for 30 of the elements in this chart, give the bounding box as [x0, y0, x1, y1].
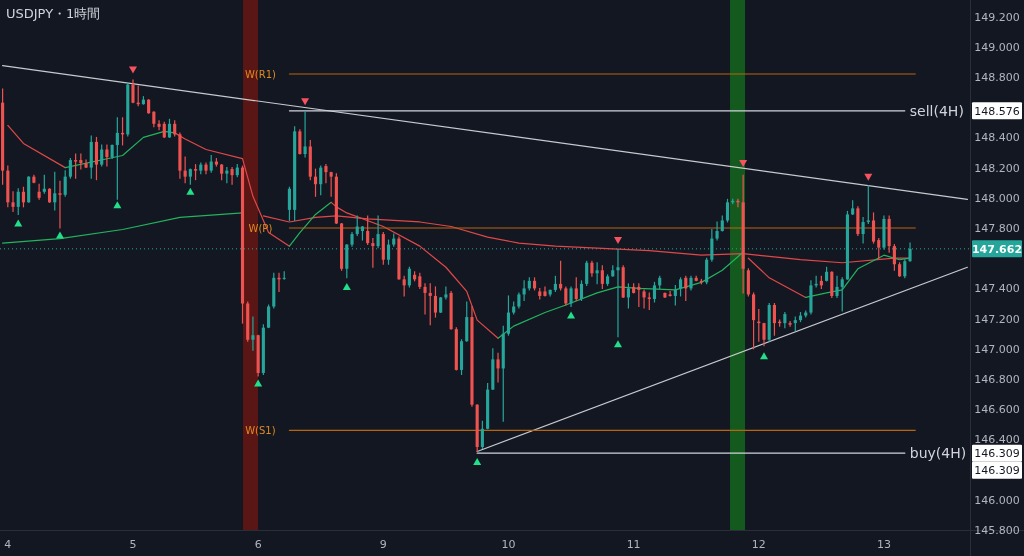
series-name: W(S1) [245, 425, 276, 437]
ytick: 146.000 [974, 493, 1020, 507]
xtick: 5 [129, 538, 137, 551]
xtick: 11 [626, 538, 641, 551]
ytick: 149.000 [974, 40, 1020, 54]
ytick: 147.400 [974, 282, 1020, 296]
ytick: 147.000 [974, 342, 1020, 356]
ytick: 146.600 [974, 403, 1020, 417]
xtick: 13 [876, 538, 891, 551]
ytick: 146.800 [974, 373, 1020, 386]
ytick: 148.800 [974, 71, 1020, 84]
xtick: 10 [501, 538, 516, 551]
ytick: 147.200 [974, 312, 1020, 326]
ytick: 145.800 [974, 524, 1020, 537]
ytick: 148.000 [974, 191, 1020, 205]
ytick: 149.200 [974, 10, 1020, 24]
title: USDJPY・1時間 [6, 6, 101, 21]
xtick: 12 [751, 538, 766, 551]
series-name: buy(4H) [909, 445, 967, 462]
ref-label: 147.662 [971, 240, 1023, 258]
ytick: 148.400 [974, 131, 1020, 145]
series-name: W(R1) [244, 69, 276, 80]
xtick: 4 [4, 538, 12, 551]
series-name: sell(4H) [909, 102, 964, 119]
ytick: 148.200 [974, 161, 1020, 175]
xtick: 9 [379, 538, 387, 551]
axis-tag: 148.576 [972, 102, 1022, 120]
ytick: 147.800 [974, 222, 1020, 235]
xtick: 6 [254, 538, 262, 551]
ytick: 146.400 [974, 433, 1020, 447]
